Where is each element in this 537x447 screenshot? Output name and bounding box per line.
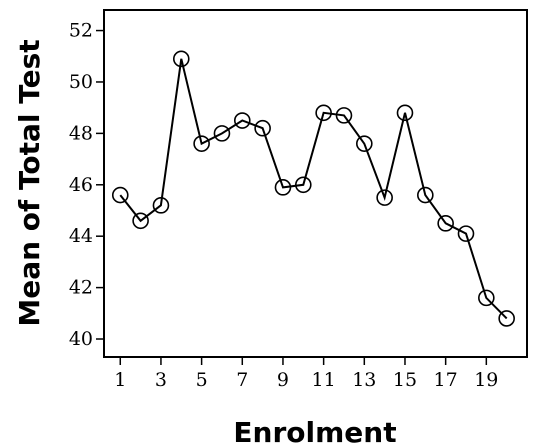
data-point-5 xyxy=(193,135,210,152)
data-point-6 xyxy=(213,125,231,142)
y-axis: 40 42 44 46 48 50 52 xyxy=(69,20,104,350)
plot-frame xyxy=(103,9,528,358)
x-tick-label: 7 xyxy=(236,369,248,391)
y-tick-label: 42 xyxy=(69,277,93,299)
data-point-20 xyxy=(498,310,515,327)
data-point-8 xyxy=(254,119,271,137)
data-point-3 xyxy=(152,197,170,214)
data-point-14 xyxy=(376,189,393,206)
data-point-17 xyxy=(437,215,454,232)
x-tick-label: 17 xyxy=(434,369,458,391)
x-tick-label: 15 xyxy=(393,369,417,391)
data-point-9 xyxy=(274,179,292,196)
data-point-1 xyxy=(111,186,129,204)
y-tick-label: 50 xyxy=(69,71,93,93)
x-tick-label: 1 xyxy=(114,369,126,391)
x-tick-label: 5 xyxy=(196,369,208,391)
data-point-15 xyxy=(396,104,414,122)
series-markers xyxy=(111,50,515,327)
data-point-4 xyxy=(172,50,190,68)
data-point-12 xyxy=(335,107,353,124)
x-tick-label: 9 xyxy=(277,369,289,391)
x-axis: 1 3 5 7 9 11 13 15 17 19 xyxy=(114,357,498,391)
data-point-2 xyxy=(132,212,149,230)
x-tick-label: 3 xyxy=(155,369,167,391)
y-tick-label: 46 xyxy=(69,174,93,196)
data-point-18 xyxy=(457,225,475,242)
data-point-10 xyxy=(294,176,312,194)
y-tick-label: 52 xyxy=(69,20,93,42)
x-tick-label: 11 xyxy=(312,369,336,391)
x-axis-title: Enrolment xyxy=(233,416,396,447)
y-tick-label: 48 xyxy=(69,122,93,144)
y-tick-label: 40 xyxy=(69,328,93,350)
data-point-11 xyxy=(315,104,332,122)
x-tick-label: 13 xyxy=(352,369,376,391)
y-axis-title: Mean of Total Test xyxy=(13,39,46,326)
data-point-13 xyxy=(356,135,373,152)
x-tick-label: 19 xyxy=(474,369,498,391)
data-point-19 xyxy=(478,289,495,307)
series-line xyxy=(119,58,508,320)
data-point-16 xyxy=(417,186,434,204)
data-point-7 xyxy=(233,112,251,129)
y-tick-label: 44 xyxy=(69,225,93,247)
